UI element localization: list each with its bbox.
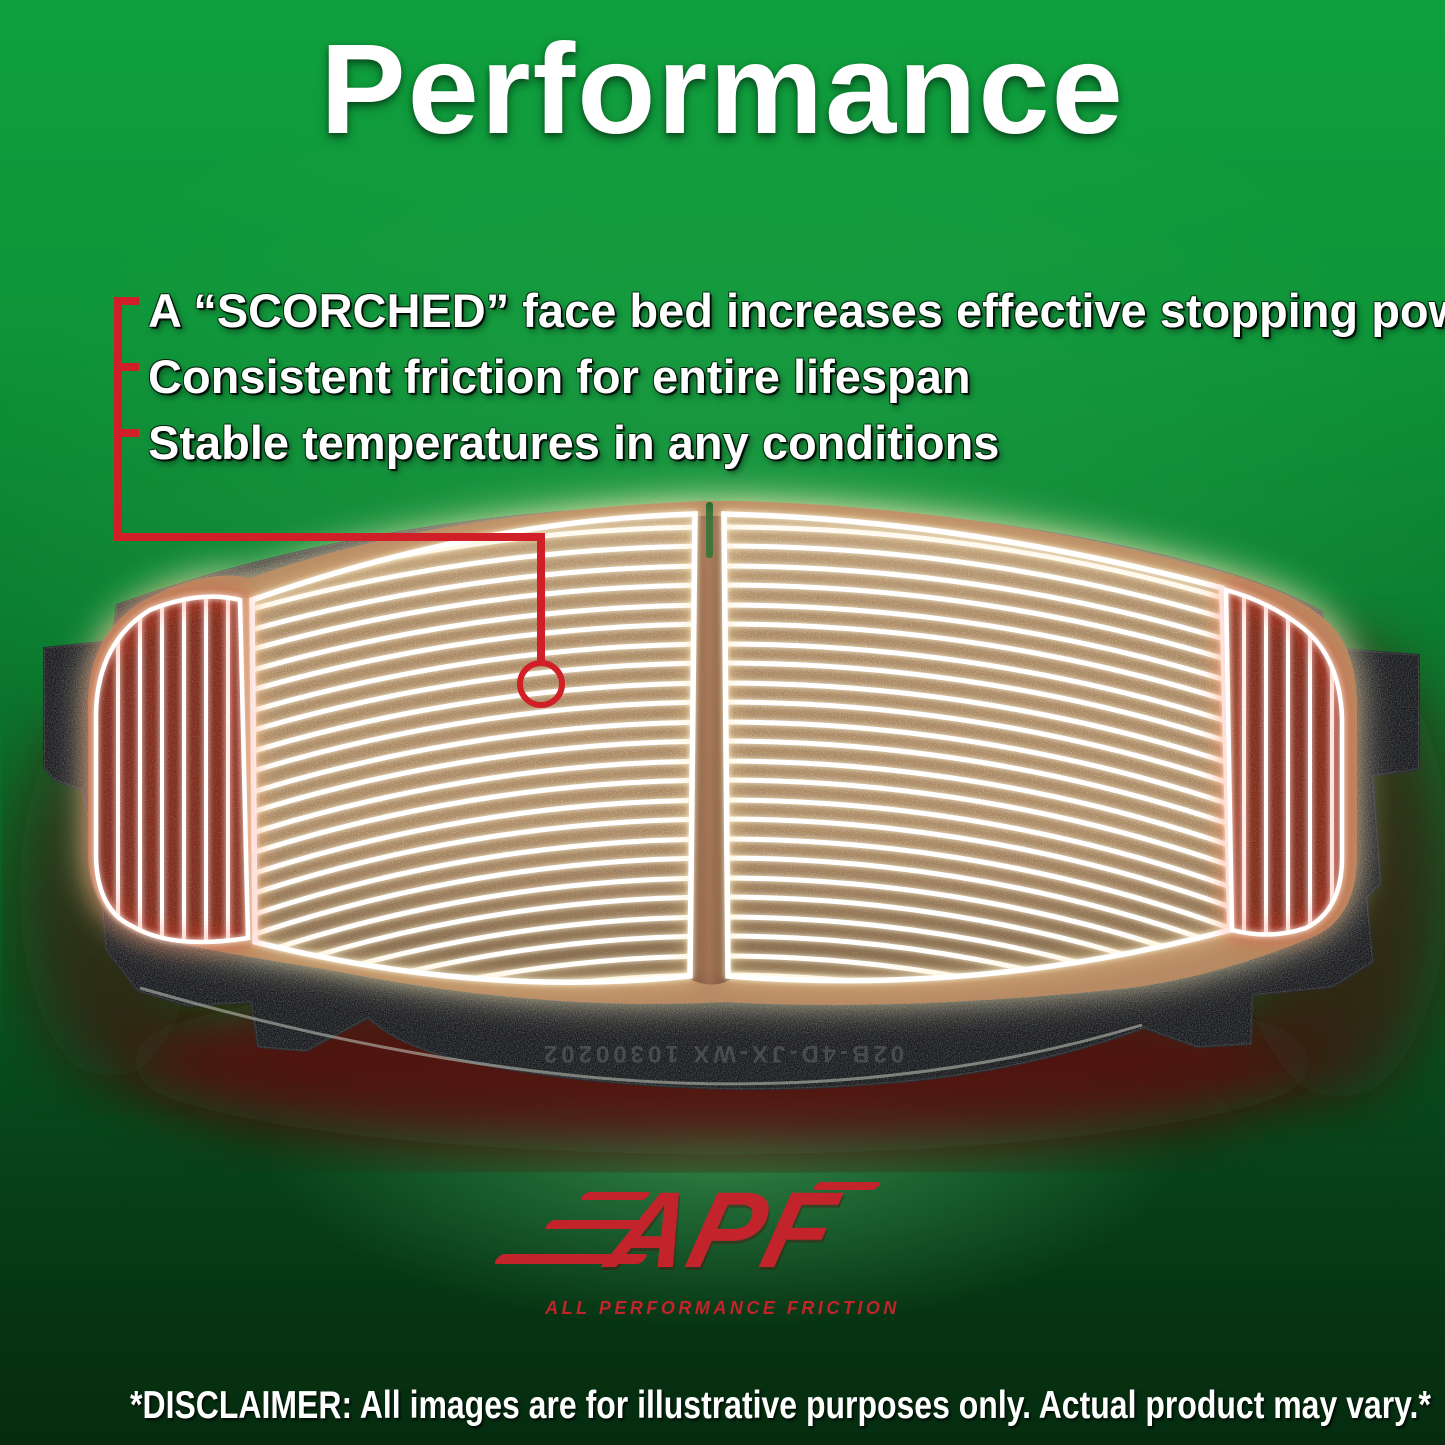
speed-line-icon — [578, 1192, 652, 1200]
backing-stamp-text: 02B-4D-JX-WX 10300202 — [540, 1040, 904, 1067]
disclaimer: *DISCLAIMER: All images are for illustra… — [130, 1384, 1431, 1427]
speed-line-icon — [811, 1182, 882, 1190]
chamfer-left — [96, 596, 248, 942]
center-groove — [688, 516, 730, 985]
apf-wordmark: APF — [492, 1169, 882, 1290]
speed-line-icon — [492, 1254, 649, 1264]
backing-rim-highlight — [139, 986, 1143, 1086]
callout-bracket — [114, 297, 545, 662]
groove-top-slit — [706, 502, 713, 558]
callout-circle-icon — [517, 660, 565, 708]
apf-tagline: ALL PERFORMANCE FRICTION — [545, 1298, 900, 1318]
speed-line-icon — [543, 1220, 647, 1229]
apf-logo: APF ALL PERFORMANCE FRICTION — [492, 1169, 913, 1319]
feature-list: A “SCORCHED” face bed increases effectiv… — [148, 278, 1445, 476]
apf-logo-text: APF — [596, 1169, 849, 1290]
feature-item-friction: Consistent friction for entire lifespan — [148, 350, 971, 403]
feature-item-scorched: A “SCORCHED” face bed increases effectiv… — [148, 284, 1445, 337]
page-title: Performance — [320, 18, 1125, 161]
feature-item-temperature: Stable temperatures in any conditions — [148, 416, 1000, 469]
